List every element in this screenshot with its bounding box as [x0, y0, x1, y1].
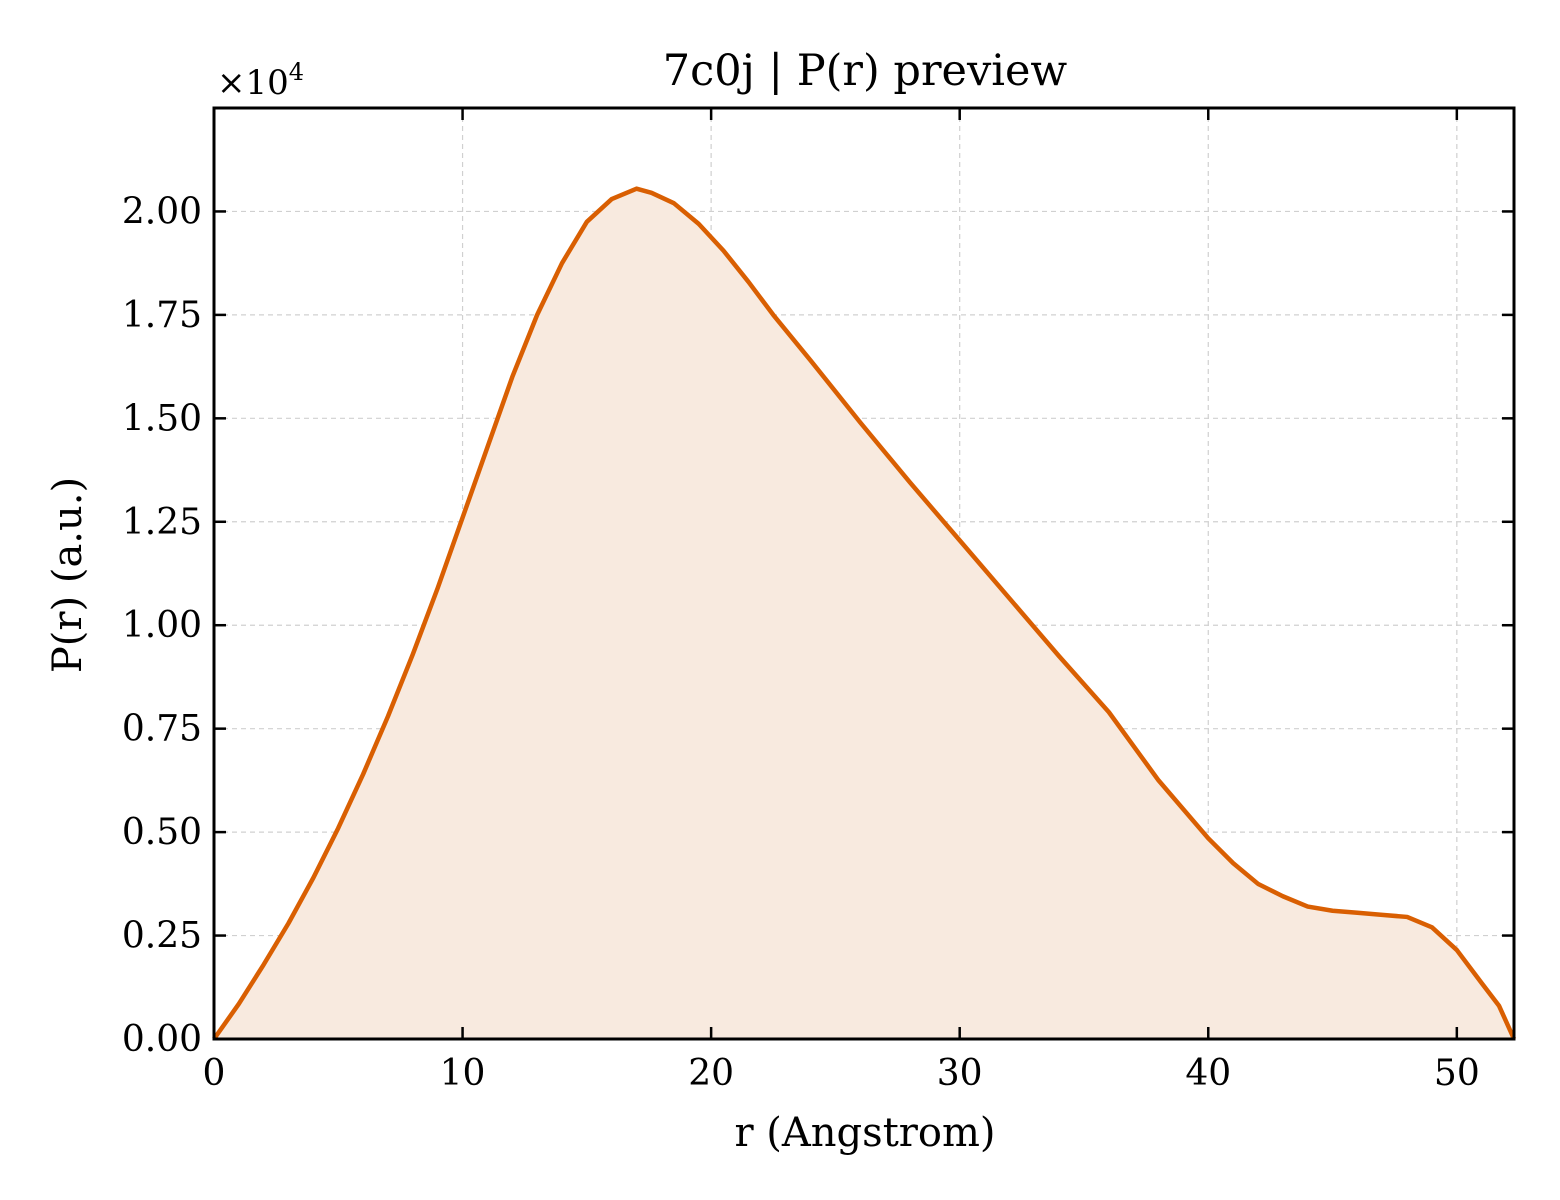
y-tick-label: 1.25 [122, 502, 202, 543]
y-tick-label: 1.00 [122, 605, 202, 646]
y-tick-label: 2.00 [122, 191, 202, 232]
x-tick-label: 50 [1434, 1053, 1480, 1094]
y-multiplier-base: ×10 [217, 63, 289, 103]
chart-title: 7c0j | P(r) preview [663, 46, 1068, 96]
y-tick-label: 1.50 [122, 398, 202, 439]
y-tick-label: 0.75 [122, 709, 202, 750]
y-tick-label: 1.75 [122, 295, 202, 336]
x-tick-label: 20 [688, 1053, 734, 1094]
y-multiplier-exponent: 4 [289, 58, 304, 86]
x-tick-label: 0 [203, 1053, 226, 1094]
x-tick-label: 30 [937, 1053, 983, 1094]
y-axis-label: P(r) (a.u.) [45, 477, 91, 673]
plot-frame [212, 106, 1516, 1041]
y-tick-label: 0.00 [122, 1019, 202, 1060]
x-tick-label: 10 [440, 1053, 486, 1094]
y-axis-multiplier: ×104 [217, 58, 304, 103]
x-tick-label: 40 [1185, 1053, 1231, 1094]
y-tick-label: 0.50 [122, 812, 202, 853]
y-tick-label: 0.25 [122, 916, 202, 957]
series-line [212, 186, 1517, 1041]
ticks: 0 10 20 30 40 50 0.00 0.25 0.50 0.75 1.00 1.25 1.50 1… [122, 108, 1514, 1094]
area-fill [214, 188, 1514, 1039]
x-axis-label: r (Angstrom) [734, 1110, 995, 1156]
